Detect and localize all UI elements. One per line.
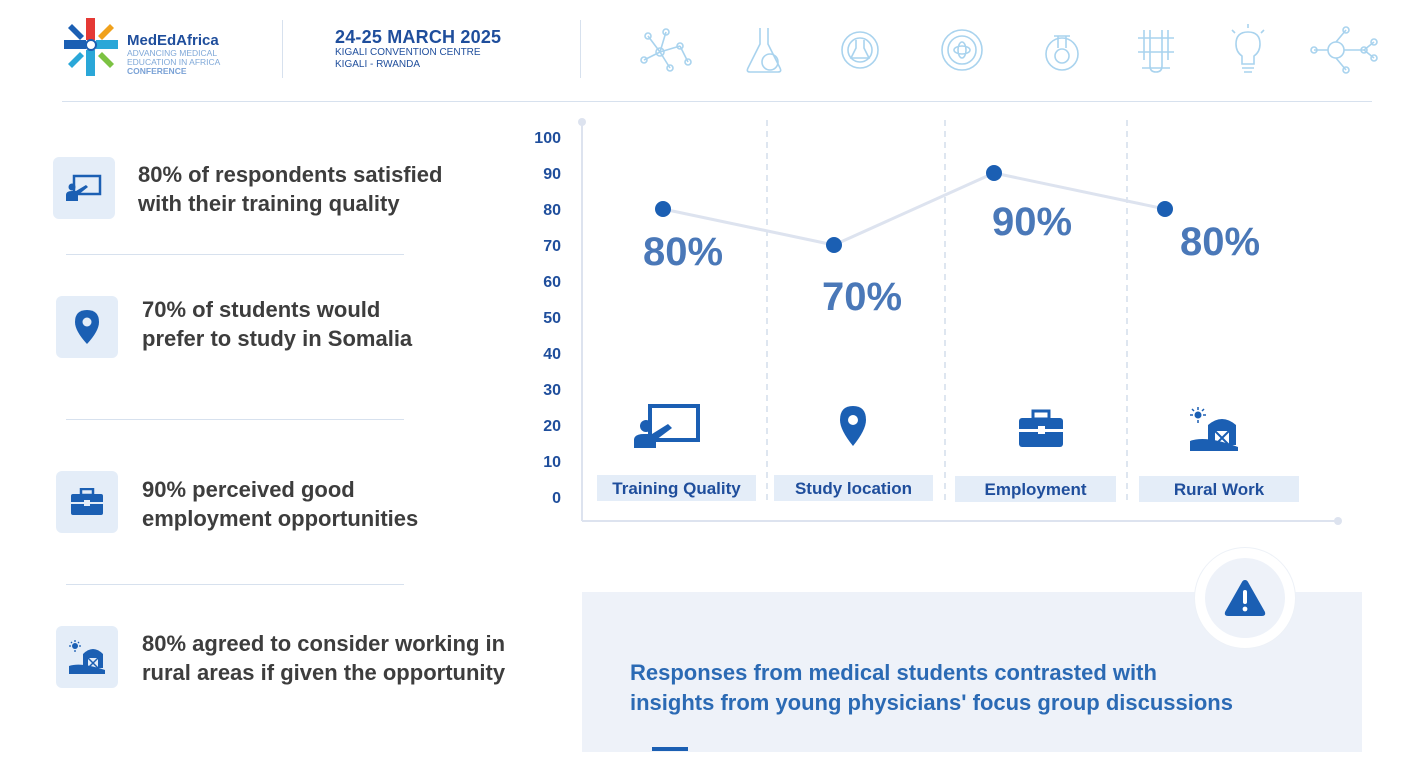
y-tick-label: 60 — [543, 274, 561, 291]
y-tick-label: 0 — [552, 490, 561, 507]
category-label-employment: Employment — [955, 476, 1116, 502]
alert-badge — [1205, 558, 1285, 638]
science-icons-strip — [640, 24, 1378, 74]
gear-flask-icon — [841, 31, 879, 69]
presentation-board-icon — [66, 174, 102, 201]
category-label-study-location: Study location — [774, 475, 933, 501]
logo-text: MedEdAfrica ADVANCING MEDICAL EDUCATION … — [127, 33, 267, 76]
y-tick-label: 40 — [543, 346, 561, 363]
header-rule — [62, 101, 1372, 102]
stat-line: with their training quality — [138, 191, 400, 216]
info-line: Responses from medical students contrast… — [630, 660, 1157, 685]
y-axis-end-dot — [578, 118, 586, 126]
stat-text-training: 80% of respondents satisfied with their … — [138, 160, 442, 218]
molecule-icon — [640, 28, 692, 72]
briefcase-icon — [71, 488, 103, 515]
stat-separator — [66, 254, 404, 255]
stat-line: 80% of respondents satisfied — [138, 162, 443, 187]
stat-separator — [66, 419, 404, 420]
data-point — [655, 201, 671, 217]
mededafrica-logo-icon — [64, 18, 118, 76]
data-point — [826, 237, 842, 253]
event-city: KIGALI - RWANDA — [335, 59, 421, 70]
data-point — [1157, 201, 1173, 217]
stat-icon-box-location — [56, 296, 118, 358]
event-date: 24-25 MARCH 2025 — [335, 27, 502, 47]
molecule-network-icon — [1310, 26, 1378, 74]
y-tick-label: 80 — [543, 202, 561, 219]
stat-icon-box-rural — [56, 626, 118, 688]
logo-tagline-3: CONFERENCE — [127, 66, 187, 76]
atom-icon — [941, 29, 983, 71]
header-divider — [282, 20, 283, 78]
stat-text-location: 70% of students would prefer to study in… — [142, 295, 412, 353]
location-pin-icon — [75, 310, 99, 344]
y-tick-label: 10 — [543, 454, 561, 471]
event-venue: KIGALI CONVENTION CENTRE — [335, 47, 481, 58]
y-tick-label: 50 — [543, 310, 561, 327]
data-label: 80% — [1180, 220, 1260, 264]
info-text: Responses from medical students contrast… — [630, 658, 1330, 718]
survey-line-chart: 0 10 20 30 40 50 60 70 80 90 100 80% 70% 90% 80% — [534, 118, 1342, 525]
warning-icon — [1224, 580, 1266, 616]
lightbulb-icon — [1231, 24, 1265, 73]
location-pin-icon — [840, 406, 866, 446]
presentation-board-icon — [634, 404, 700, 448]
y-tick-label: 100 — [534, 130, 561, 147]
stat-separator — [66, 584, 404, 585]
y-tick-label: 20 — [543, 418, 561, 435]
briefcase-icon — [1019, 409, 1063, 447]
farm-barn-icon — [1190, 407, 1238, 451]
flask-icon — [746, 28, 782, 73]
data-point — [986, 165, 1002, 181]
y-tick-label: 30 — [543, 382, 561, 399]
stat-icon-box-training — [53, 157, 115, 219]
data-label: 90% — [992, 200, 1072, 244]
stat-line: prefer to study in Somalia — [142, 326, 413, 351]
series-line — [662, 171, 1166, 247]
stat-line: 80% agreed to consider working in — [142, 631, 506, 656]
stat-line: 90% perceived good — [142, 477, 355, 502]
category-label-rural-work: Rural Work — [1139, 476, 1299, 502]
stat-line: rural areas if given the opportunity — [142, 660, 506, 685]
header-divider — [580, 20, 581, 78]
stat-text-employment: 90% perceived good employment opportunit… — [142, 475, 418, 533]
farm-barn-icon — [69, 640, 105, 674]
test-tubes-icon — [1138, 30, 1174, 73]
logo-name: MedEdAfrica — [127, 32, 219, 49]
y-tick-label: 70 — [543, 238, 561, 255]
info-accent-bar — [652, 747, 688, 751]
data-label: 80% — [643, 230, 723, 274]
tube-gear-icon — [1045, 35, 1079, 71]
y-tick-label: 90 — [543, 166, 561, 183]
x-axis-end-dot — [1334, 517, 1342, 525]
stat-text-rural: 80% agreed to consider working in rural … — [142, 629, 505, 687]
stat-line: employment opportunities — [142, 506, 419, 531]
data-label: 70% — [822, 275, 902, 319]
category-label-training: Training Quality — [597, 475, 756, 501]
info-line: insights from young physicians' focus gr… — [630, 690, 1233, 715]
stat-line: 70% of students would — [142, 297, 381, 322]
header: MedEdAfrica ADVANCING MEDICAL EDUCATION … — [0, 0, 1424, 102]
logo-tagline-1: ADVANCING MEDICAL — [127, 48, 218, 58]
logo-tagline-2: EDUCATION IN AFRICA — [127, 57, 221, 67]
stat-icon-box-employment — [56, 471, 118, 533]
